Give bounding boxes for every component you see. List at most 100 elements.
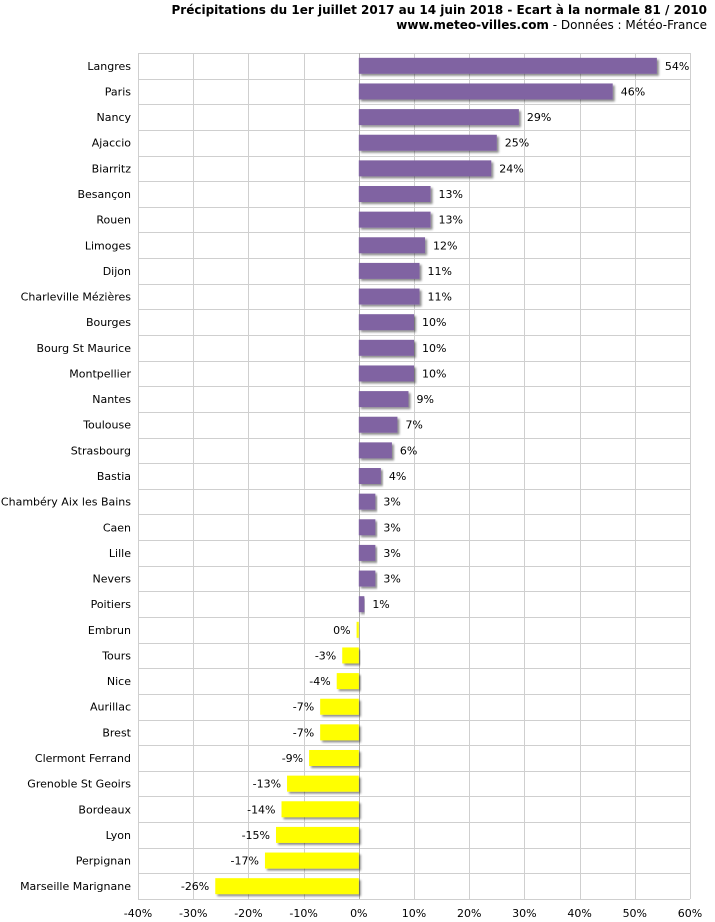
bar-13 [358, 391, 409, 408]
bar-27 [309, 750, 359, 766]
x-tick-label: 60% [678, 907, 702, 920]
data-label: 10% [422, 342, 446, 355]
data-label: 3% [383, 547, 400, 560]
category-label: Rouen [96, 214, 131, 227]
bar-32 [215, 878, 359, 895]
x-tick-label: 0% [350, 907, 367, 920]
x-tick-label: -10% [289, 907, 317, 920]
data-label: -7% [293, 726, 314, 739]
bar-25 [320, 698, 359, 715]
x-tick-label: 20% [457, 907, 481, 920]
bar-12 [358, 365, 414, 382]
category-label: Dijon [103, 265, 131, 278]
labels: Langres 54% Paris 46% Nancy 29% Ajaccio 25% Biar… [1, 60, 689, 893]
data-label: 46% [621, 85, 645, 98]
bar-2 [358, 109, 519, 126]
x-tick-label: 10% [402, 907, 426, 920]
x-tick-label: 30% [512, 907, 536, 920]
chart-title: Précipitations du 1er juillet 2017 au 14… [171, 3, 708, 17]
bars [215, 57, 657, 895]
bar-28 [287, 775, 359, 792]
data-label: 9% [416, 393, 433, 406]
x-tick-label: -30% [179, 907, 207, 920]
category-label: Biarritz [92, 162, 132, 175]
data-label: -13% [253, 778, 281, 791]
category-label: Paris [105, 85, 131, 98]
category-label: Bourg St Maurice [37, 342, 132, 355]
data-label: 3% [383, 521, 400, 534]
data-label: -17% [231, 855, 259, 868]
bar-6 [358, 211, 431, 228]
x-tick-label: -40% [124, 907, 152, 920]
data-label: 10% [422, 316, 446, 329]
category-label: Aurillac [90, 701, 131, 714]
bar-0 [358, 57, 657, 74]
category-label: Strasbourg [71, 444, 131, 457]
category-label: Lyon [106, 829, 131, 842]
bar-20 [358, 570, 376, 587]
category-label: Brest [102, 726, 131, 739]
data-label: -4% [309, 675, 330, 688]
bar-8 [358, 262, 420, 279]
category-label: Montpellier [69, 367, 131, 380]
bar-31 [264, 852, 359, 869]
category-label: Limoges [85, 239, 131, 252]
bar-10 [358, 314, 414, 331]
category-label: Toulouse [82, 419, 131, 432]
data-label: 11% [428, 265, 452, 278]
x-tick-label: 50% [623, 907, 647, 920]
category-label: Nantes [92, 393, 131, 406]
category-label: Bordeaux [78, 803, 131, 816]
bar-9 [358, 288, 420, 305]
data-label: 3% [383, 496, 400, 509]
data-label: 24% [499, 162, 523, 175]
category-label: Besançon [77, 188, 131, 201]
bar-24 [336, 673, 359, 690]
category-label: Nice [107, 675, 131, 688]
bar-3 [358, 134, 497, 151]
data-source: - Données : Météo-France [548, 18, 707, 32]
data-label: 13% [439, 188, 463, 201]
category-label: Charleville Mézières [21, 291, 132, 304]
category-label: Nevers [92, 573, 131, 586]
bar-30 [276, 826, 359, 843]
data-label: 4% [389, 470, 406, 483]
category-label: Bourges [86, 316, 131, 329]
category-label: Nancy [97, 111, 132, 124]
grid [138, 53, 691, 900]
data-label: 0% [333, 624, 350, 637]
bar-22 [356, 621, 359, 638]
data-label: -14% [247, 803, 275, 816]
bar-1 [358, 83, 613, 100]
data-label: 10% [422, 367, 446, 380]
data-label: -7% [293, 701, 314, 714]
data-label: -3% [315, 649, 336, 662]
site-link[interactable]: www.meteo-villes.com [396, 18, 549, 32]
bar-29 [281, 801, 359, 818]
chart-subtitle: www.meteo-villes.com - Données : Météo-F… [396, 18, 707, 33]
x-axis: -40% -30% -20% -10% 0% 10% 20% 30% 40% 50% 60% [124, 907, 702, 920]
bar-21 [358, 596, 365, 613]
category-label: Bastia [97, 470, 131, 483]
category-label: Caen [103, 521, 131, 534]
x-tick-label: -20% [234, 907, 262, 920]
category-label: Poitiers [91, 598, 132, 611]
bar-15 [358, 442, 392, 459]
bar-26 [320, 724, 359, 741]
data-label: 54% [665, 60, 689, 73]
bar-11 [358, 339, 414, 356]
data-label: 29% [527, 111, 551, 124]
category-label: Chambéry Aix les Bains [1, 496, 131, 509]
bar-14 [358, 416, 398, 433]
category-label: Grenoble St Geoirs [27, 778, 131, 791]
x-tick-label: 40% [567, 907, 591, 920]
data-label: -15% [242, 829, 270, 842]
data-label: 12% [433, 239, 457, 252]
bar-5 [358, 186, 431, 202]
data-label: -9% [282, 752, 303, 765]
data-label: 7% [405, 419, 422, 432]
data-label: 11% [428, 291, 452, 304]
category-label: Clermont Ferrand [35, 752, 131, 765]
bar-18 [358, 519, 376, 536]
